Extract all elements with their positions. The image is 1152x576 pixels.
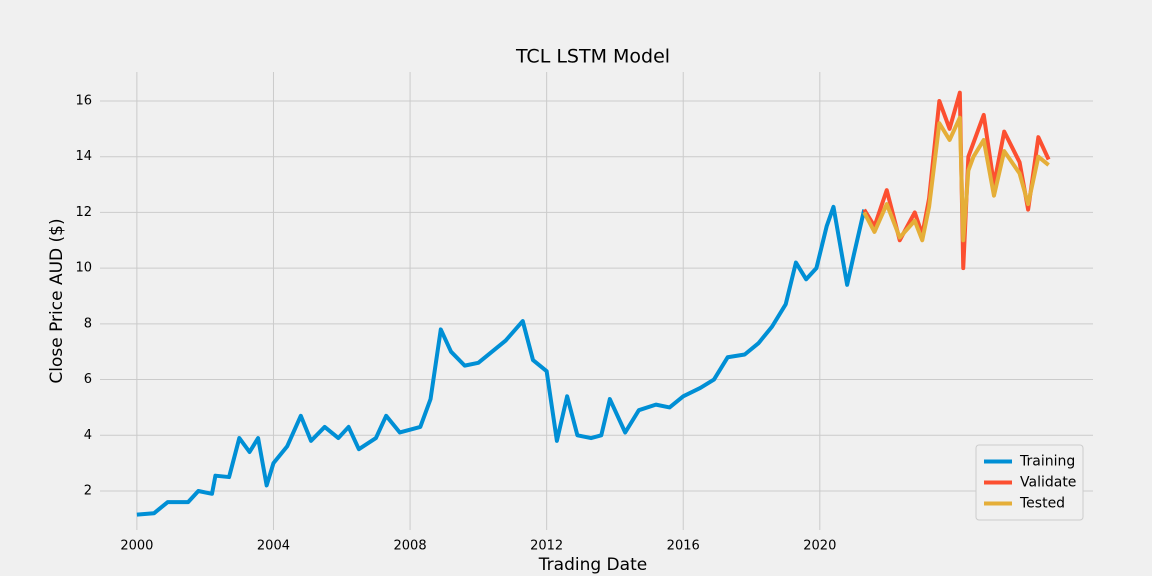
x-tick-label: 2012: [530, 539, 563, 554]
x-tick-label: 2000: [120, 539, 153, 554]
x-tick-label: 2020: [803, 539, 836, 554]
legend: Training Validate Tested: [975, 444, 1084, 521]
y-tick-label: 16: [75, 93, 92, 108]
y-tick-label: 12: [75, 205, 92, 220]
legend-label: Tested: [1019, 496, 1065, 512]
x-tick-label: 2004: [257, 539, 290, 554]
x-tick-label: 2008: [394, 539, 427, 554]
y-tick-label: 10: [75, 261, 92, 276]
legend-label: Training: [1019, 454, 1075, 470]
chart-title: TCL LSTM Model: [515, 46, 670, 68]
legend-box: [975, 444, 1084, 521]
plot-lines: [136, 90, 1051, 517]
y-tick-label: 6: [84, 372, 92, 387]
legend-label: Validate: [1020, 475, 1076, 491]
y-axis-label: Close Price AUD ($): [47, 218, 67, 383]
series-line: [136, 204, 867, 517]
x-tick-label: 2016: [667, 539, 700, 554]
series-line: [862, 115, 1050, 243]
y-tick-label: 4: [84, 428, 92, 443]
y-tick-label: 8: [84, 316, 92, 331]
x-axis-label: Trading Date: [538, 555, 647, 575]
y-tick-label: 2: [84, 483, 92, 498]
grid: 2 4 6 8 10 12 14 16 2000 2004 2008 2012 2016 2020: [75, 72, 1093, 554]
y-tick-label: 14: [75, 149, 92, 164]
